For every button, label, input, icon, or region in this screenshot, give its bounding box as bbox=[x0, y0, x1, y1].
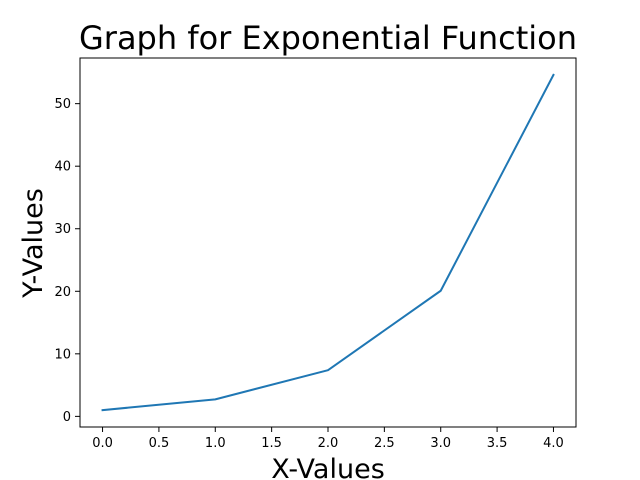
x-tick-label: 3.0 bbox=[430, 436, 451, 451]
y-axis-label: Y-Values bbox=[18, 188, 49, 299]
x-tick-label: 1.5 bbox=[261, 436, 282, 451]
y-tick-label: 50 bbox=[54, 97, 71, 112]
y-tick-label: 40 bbox=[54, 160, 71, 175]
x-tick-label: 0.5 bbox=[149, 436, 170, 451]
x-tick-label: 4.0 bbox=[543, 436, 564, 451]
y-tick-label: 30 bbox=[54, 222, 71, 237]
x-tick-label: 2.5 bbox=[374, 436, 395, 451]
chart-title: Graph for Exponential Function bbox=[79, 19, 577, 57]
y-tick-label: 20 bbox=[54, 285, 71, 300]
x-tick-label: 3.5 bbox=[487, 436, 508, 451]
x-tick-label: 2.0 bbox=[318, 436, 339, 451]
plot-area: 0.0 0.5 1.0 1.5 2.0 2.5 3.0 3.5 4.0 0 10 20 30 40 50 bbox=[54, 57, 577, 451]
x-tick-label: 1.0 bbox=[205, 436, 226, 451]
x-axis-label: X-Values bbox=[271, 454, 385, 480]
x-tick-label: 0.0 bbox=[92, 436, 113, 451]
axes-frame bbox=[79, 57, 577, 428]
series-line-0 bbox=[101, 73, 555, 412]
y-tick-label: 10 bbox=[54, 347, 71, 362]
y-tick-label: 0 bbox=[63, 410, 71, 425]
